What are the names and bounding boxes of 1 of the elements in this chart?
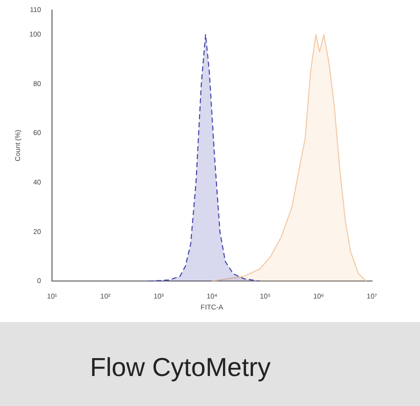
text: Flow CytoMetry <box>90 352 271 383</box>
